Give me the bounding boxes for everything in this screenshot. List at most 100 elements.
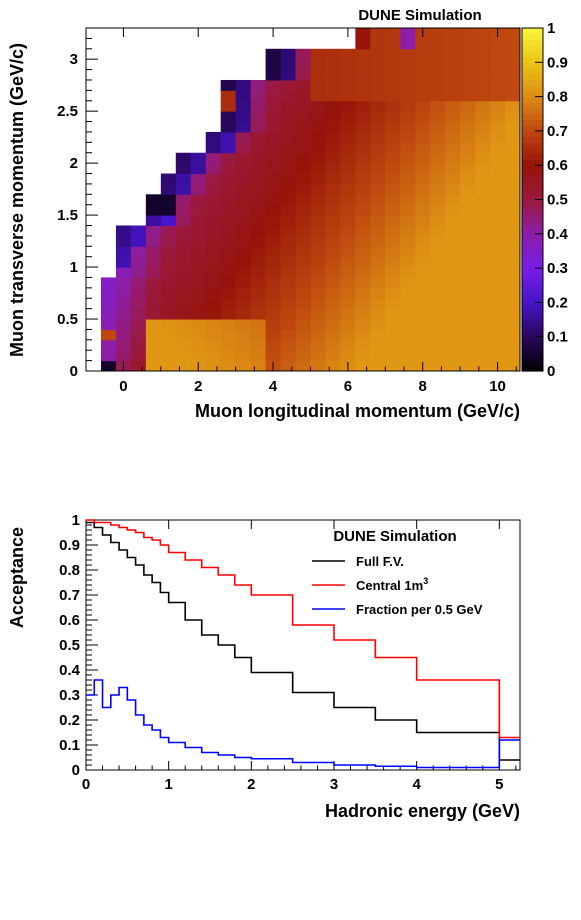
colorbar-segment: [522, 90, 543, 98]
heatmap-cell: [415, 225, 431, 237]
heatmap-cell: [310, 267, 326, 278]
heatmap-cell: [475, 267, 491, 278]
heatmap-cell: [295, 235, 311, 247]
heatmap-cell: [445, 339, 461, 351]
heatmap-cell: [355, 277, 371, 289]
heatmap-cell: [160, 215, 177, 226]
heatmap-cell: [385, 298, 401, 310]
heatmap-cell: [400, 142, 416, 154]
heatmap-cell: [385, 48, 401, 60]
heatmap-cell: [250, 215, 267, 226]
heatmap-cell: [475, 90, 491, 102]
histogram-y-tick-label: 0.3: [59, 687, 80, 704]
heatmap-cell: [220, 329, 237, 341]
heatmap-cell: [220, 173, 237, 185]
heatmap-cell: [310, 152, 326, 164]
heatmap-cell: [220, 111, 237, 123]
series-full-fv: [86, 521, 520, 761]
heatmap-cell: [160, 277, 177, 289]
heatmap-cell: [115, 319, 132, 330]
heatmap-cell: [445, 100, 461, 112]
heatmap-cell: [370, 225, 386, 237]
heatmap-cell: [475, 48, 491, 60]
heatmap-cell: [490, 152, 506, 164]
heatmap-cell: [490, 69, 506, 81]
colorbar-segment: [522, 268, 543, 275]
heatmap-cell: [490, 235, 506, 247]
heatmap-cell: [235, 339, 252, 351]
heatmap-cell: [220, 350, 237, 362]
heatmap-cell: [460, 38, 476, 50]
heatmap-cell: [385, 90, 401, 102]
heatmap-cell: [250, 90, 267, 102]
heatmap-cell: [355, 360, 371, 372]
heatmap-cell: [295, 256, 311, 268]
heatmap-cell: [295, 163, 311, 175]
heatmap-cell: [295, 142, 311, 154]
heatmap-cell: [325, 173, 341, 185]
heatmap-cell: [460, 235, 476, 247]
heatmap-cell: [415, 100, 431, 112]
heatmap-cell: [490, 350, 506, 362]
heatmap-cell: [295, 277, 311, 289]
heatmap-cell: [295, 194, 311, 206]
heatmap-cell: [190, 267, 207, 278]
heatmap-cell: [460, 267, 476, 278]
heatmap-cell: [460, 287, 476, 299]
heatmap-cell: [145, 267, 162, 278]
heatmap-cell: [385, 100, 401, 112]
heatmap-cell: [280, 183, 297, 195]
heatmap-cell: [295, 267, 311, 278]
heatmap-cell: [475, 319, 491, 330]
heatmap-cell: [430, 111, 446, 123]
heatmap-cell: [280, 308, 297, 320]
heatmap-cell: [475, 38, 491, 50]
heatmap-cell: [235, 360, 252, 372]
heatmap-cell: [370, 339, 386, 351]
heatmap-cell: [370, 350, 386, 362]
heatmap-cell: [415, 121, 431, 133]
heatmap-cell: [265, 308, 282, 320]
heatmap-cell: [235, 131, 252, 143]
heatmap-cell: [475, 131, 491, 143]
heatmap-cell: [220, 246, 237, 258]
heatmap-cell: [385, 79, 401, 91]
heatmap-cell: [145, 360, 162, 372]
heatmap-cell: [250, 235, 267, 247]
heatmap-cell: [175, 194, 192, 206]
heatmap-cell: [325, 163, 341, 175]
heatmap-cell: [355, 111, 371, 123]
heatmap-cell: [385, 111, 401, 123]
heatmap-cell: [250, 163, 267, 175]
heatmap-cell: [175, 256, 192, 268]
heatmap-cell: [400, 183, 416, 195]
heatmap-cell: [280, 235, 297, 247]
colorbar-segment: [522, 96, 543, 103]
heatmap-cell: [370, 131, 386, 143]
heatmap-cell: [505, 360, 521, 372]
heatmap-cell: [325, 121, 341, 133]
heatmap-cell: [340, 90, 356, 102]
heatmap-cell: [400, 277, 416, 289]
heatmap-cell: [355, 48, 371, 60]
heatmap-cell: [175, 339, 192, 351]
heatmap-panel: 0 2 4 6 8 10 0 0.5 1 1.5 2 2.5 3 0 0.1 0.2 0.3 0.4 0.5 0.6…: [7, 7, 569, 421]
histogram-y-tick-label: 0.1: [59, 737, 80, 754]
heatmap-cell: [220, 90, 237, 102]
heatmap-cell: [175, 235, 192, 247]
heatmap-y-tick-label: 0.5: [57, 311, 78, 328]
heatmap-cell: [295, 79, 311, 91]
heatmap-cell: [310, 121, 326, 133]
heatmap-cell: [385, 131, 401, 143]
heatmap-cell: [295, 360, 311, 372]
heatmap-cell: [490, 194, 506, 206]
heatmap-cell: [370, 163, 386, 175]
colorbar-segment: [522, 199, 543, 206]
heatmap-cell: [310, 111, 326, 123]
heatmap-cell: [400, 90, 416, 102]
series-fraction-per-0-5-gev: [86, 679, 520, 769]
heatmap-cell: [385, 163, 401, 175]
heatmap-cell: [235, 183, 252, 195]
heatmap-cell: [280, 277, 297, 289]
